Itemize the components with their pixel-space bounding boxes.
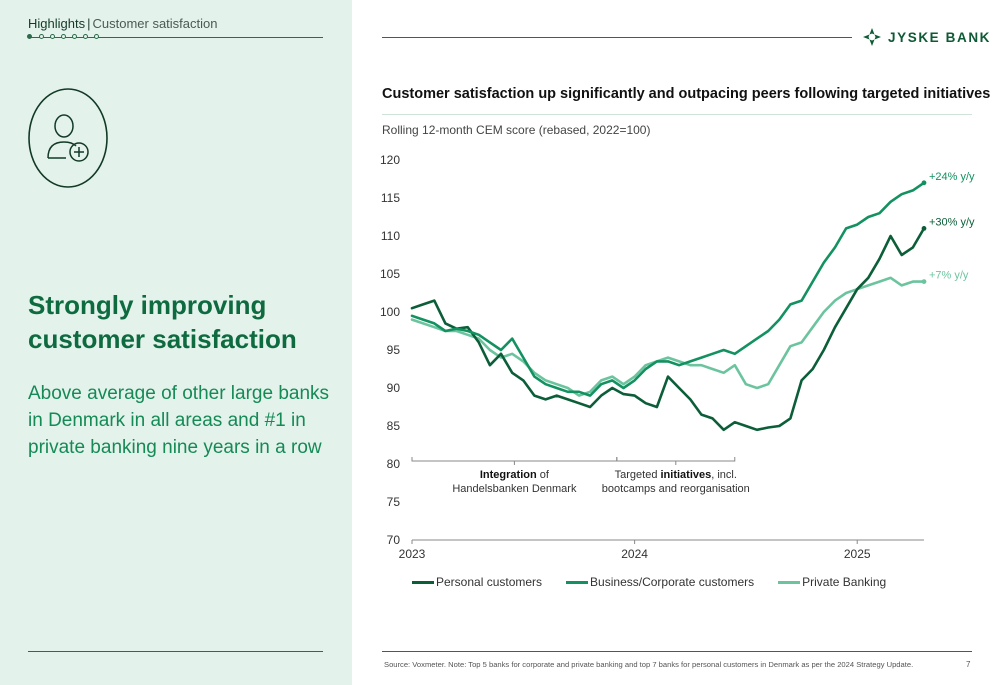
x-tick-label: 2025 — [844, 547, 871, 561]
annotation-label: Integration of — [480, 469, 550, 481]
brand-mark-icon — [863, 28, 881, 46]
line-chart: 70 75 80 85 90 95 100 105 110 115 120 2023 2024 2025 I… — [380, 153, 975, 561]
series-end-point — [921, 226, 927, 231]
series-line-business — [410, 181, 926, 397]
legend-item-business: Business/Corporate customers — [566, 575, 754, 589]
y-tick-label: 75 — [387, 495, 401, 509]
breadcrumb: Highlights | Customer satisfaction — [28, 16, 217, 31]
breadcrumb-page: Customer satisfaction — [92, 16, 218, 31]
y-tick-label: 90 — [387, 381, 401, 395]
legend-swatch — [412, 580, 434, 584]
progress-dot — [83, 34, 88, 39]
left-panel: Highlights | Customer satisfaction Strongl… — [0, 0, 352, 685]
progress-line — [28, 37, 323, 38]
progress-dot — [50, 34, 55, 39]
annotation-label: Handelsbanken Denmark — [452, 483, 577, 495]
title-divider — [382, 114, 972, 115]
legend-swatch — [778, 580, 801, 584]
subheadline: Above average of other large banks in De… — [28, 383, 330, 458]
legend-label: Business/Corporate customers — [590, 575, 755, 589]
x-tick-label: 2023 — [399, 547, 426, 561]
left-divider — [28, 651, 323, 652]
series-line-private — [410, 276, 926, 397]
progress-dot — [61, 34, 66, 39]
series-end-point — [921, 180, 927, 186]
y-tick-label: 120 — [380, 153, 400, 167]
progress-dot-active — [27, 34, 32, 39]
series-line-personal — [410, 227, 926, 432]
annotation-label: Targeted initiatives, incl. — [615, 469, 737, 481]
chart-legend: Personal customers Business/Corporate cu… — [412, 575, 910, 589]
page-number: 7 — [966, 660, 971, 669]
breadcrumb-section: Highlights — [28, 16, 86, 31]
legend-item-personal: Personal customers — [412, 575, 542, 589]
series-end-label: +7% y/y — [929, 270, 969, 282]
legend-label: Personal customers — [436, 575, 543, 589]
x-tick-label: 2024 — [621, 547, 648, 561]
brand-name: JYSKE BANK — [888, 29, 992, 45]
series-end-label: +30% y/y — [929, 216, 975, 228]
legend-item-private: Private Banking — [778, 575, 886, 589]
y-tick-label: 115 — [381, 191, 400, 205]
progress-dot — [94, 34, 99, 39]
y-tick-label: 80 — [387, 457, 401, 471]
chart-subtitle: Rolling 12-month CEM score (rebased, 202… — [382, 123, 651, 137]
chart-title: Customer satisfaction up significantly a… — [382, 86, 991, 102]
progress-dot — [72, 34, 77, 39]
y-tick-label: 70 — [387, 533, 401, 547]
headline: Strongly improving customer satisfaction — [28, 290, 297, 354]
series-end-label: +24% y/y — [929, 171, 975, 183]
user-plus-icon — [28, 88, 108, 188]
progress-dot — [39, 34, 44, 39]
y-tick-label: 110 — [381, 229, 400, 243]
footer-divider — [382, 651, 972, 652]
y-tick-label: 105 — [380, 267, 400, 281]
brand-logo: JYSKE BANK — [862, 27, 991, 47]
annotation-bracket — [616, 457, 736, 462]
source-note: Source: Voxmeter. Note: Top 5 banks for … — [384, 660, 914, 669]
series-end-point — [921, 279, 927, 284]
y-tick-label: 95 — [387, 343, 401, 357]
header-divider — [382, 37, 852, 38]
y-tick-label: 85 — [387, 419, 401, 433]
breadcrumb-separator: | — [87, 16, 91, 31]
y-tick-label: 100 — [380, 305, 400, 319]
legend-swatch — [566, 580, 589, 584]
legend-label: Private Banking — [802, 575, 887, 589]
annotation-bracket — [411, 457, 618, 462]
annotation-label: bootcamps and reorganisation — [602, 483, 750, 495]
